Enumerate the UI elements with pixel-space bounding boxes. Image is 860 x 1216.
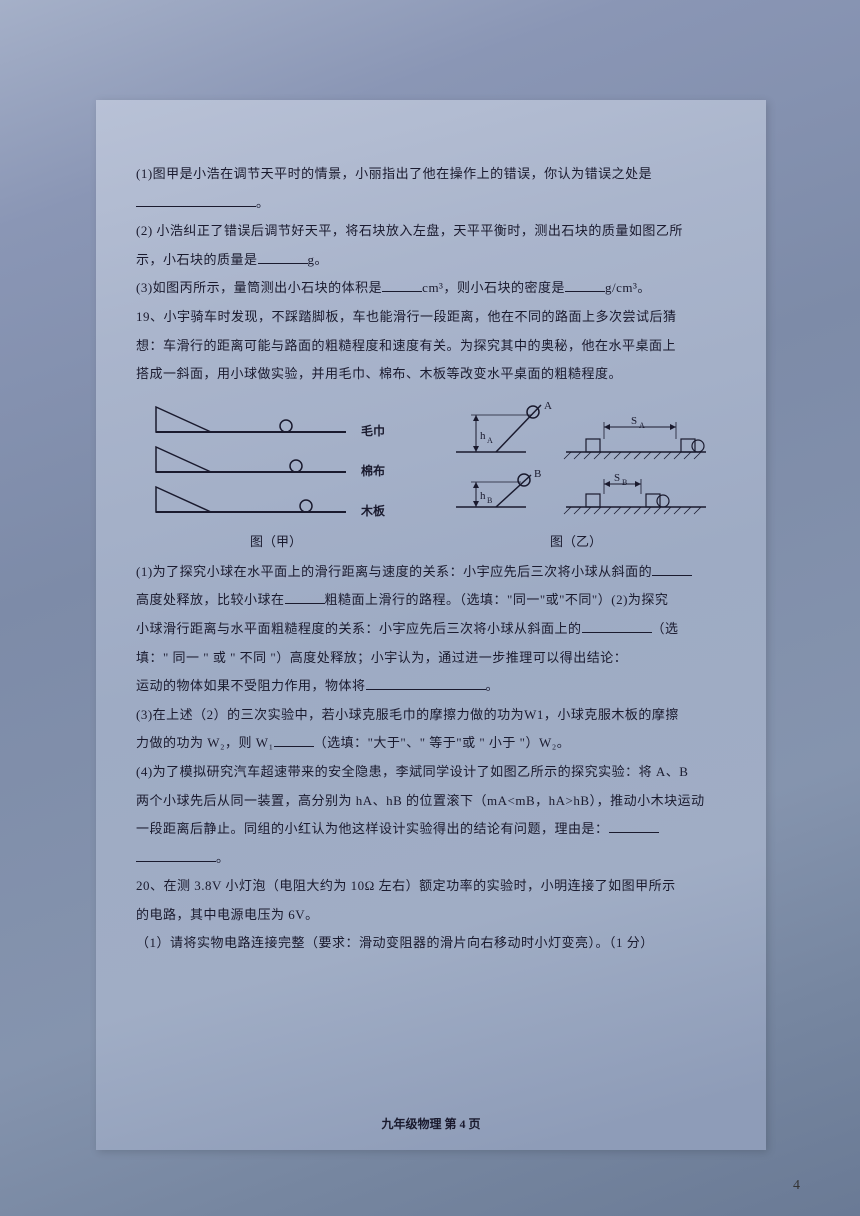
q20-b: 的电路，其中电源电压为 6V。	[136, 901, 726, 930]
svg-text:B: B	[534, 468, 541, 480]
page-footer: 九年级物理 第 4 页	[96, 1115, 766, 1132]
caption-yi: 图（乙）	[436, 531, 716, 550]
p1-a: (1)为了探究小球在水平面上的滑行距离与速度的关系：小宇应先后三次将小球从斜面的	[136, 558, 726, 587]
p4-c: 一段距离后静止。同组的小红认为他这样设计实验得出的结论有问题，理由是：	[136, 815, 726, 844]
text-post: 粗糙面上滑行的路程。（选填："同一"或"不同"）(2)为探究	[325, 592, 669, 607]
q1-part2b: 示，小石块的质量是 g。	[136, 246, 726, 275]
p4-blankline: 。	[136, 844, 726, 873]
blank-field	[274, 733, 314, 747]
page-container: (1)图甲是小浩在调节天平时的情景，小丽指出了他在操作上的错误，你认为错误之处是…	[0, 0, 860, 1216]
svg-text:B: B	[487, 496, 492, 505]
p3-a: (3)在上述（2）的三次实验中，若小球克服毛巾的摩擦力做的功为W1，小球克服木板…	[136, 701, 726, 730]
figure-yi: A h A	[436, 397, 716, 550]
svg-text:A: A	[639, 421, 645, 430]
blank-field	[366, 676, 486, 690]
q1-part2a: (2) 小浩纠正了错误后调节好天平，将石块放入左盘，天平平衡时，测出石块的质量如…	[136, 217, 726, 246]
q19-b: 想：车滑行的距离可能与路面的粗糙程度和速度有关。为探究其中的奥秘，他在水平桌面上	[136, 332, 726, 361]
svg-text:A: A	[544, 400, 552, 412]
svg-text:h: h	[480, 430, 486, 442]
diagram-yi-svg: A h A	[436, 397, 716, 527]
blank-field	[258, 250, 308, 264]
blank-field	[382, 278, 422, 292]
p4-a: (4)为了模拟研究汽车超速带来的安全隐患，李斌同学设计了如图乙所示的探究实验：将…	[136, 758, 726, 787]
svg-text:S: S	[631, 415, 637, 427]
text-post: g。	[308, 252, 329, 267]
text-post: （选填："大于"、" 等于"或 " 小于 "）W₂。	[314, 735, 571, 750]
text-post: g/cm³。	[605, 280, 651, 295]
q19-c: 搭成一斜面，用小球做实验，并用毛巾、棉布、木板等改变水平桌面的粗糙程度。	[136, 360, 726, 389]
text-pre: 示，小石块的质量是	[136, 252, 258, 267]
text-pre: 一段距离后静止。同组的小红认为他这样设计实验得出的结论有问题，理由是：	[136, 821, 609, 836]
q1-part3: (3)如图丙所示，量筒测出小石块的体积是 cm³，则小石块的密度是 g/cm³。	[136, 274, 726, 303]
q1-part1: (1)图甲是小浩在调节天平时的情景，小丽指出了他在操作上的错误，你认为错误之处是	[136, 160, 726, 189]
period: 。	[256, 195, 270, 210]
blank-field	[136, 193, 256, 207]
figures-row: 毛巾 棉布 木板 图（甲）	[136, 397, 726, 550]
blank-field	[565, 278, 605, 292]
p3-b: 力做的功为 W₂，则 W₁ （选填："大于"、" 等于"或 " 小于 "）W₂。	[136, 729, 726, 758]
svg-text:A: A	[487, 436, 493, 445]
svg-text:h: h	[480, 490, 486, 502]
period: 。	[216, 850, 230, 865]
label-mianbu: 棉布	[361, 463, 385, 478]
p1-b: 高度处释放，比较小球在 粗糙面上滑行的路程。（选填："同一"或"不同"）(2)为探…	[136, 586, 726, 615]
text-pre: 运动的物体如果不受阻力作用，物体将	[136, 678, 366, 693]
q20-c: （1）请将实物电路连接完整（要求：滑动变阻器的滑片向右移动时小灯变亮）。（1 分…	[136, 929, 726, 958]
label-muban: 木板	[360, 503, 386, 518]
p2-b: 填：" 同一 " 或 " 不同 "）高度处释放；小宇认为，通过进一步推理可以得出…	[136, 644, 726, 673]
q20-a: 20、在测 3.8V 小灯泡（电阻大约为 10Ω 左右）额定功率的实验时，小明连…	[136, 872, 726, 901]
p4-b: 两个小球先后从同一装置，高分别为 hA、hB 的位置滚下（mA<mB，hA>hB…	[136, 787, 726, 816]
label-maojin: 毛巾	[361, 423, 385, 438]
q19-a: 19、小宇骑车时发现，不踩踏脚板，车也能滑行一段距离，他在不同的路面上多次尝试后…	[136, 303, 726, 332]
blank-field	[582, 619, 652, 633]
blank-field	[652, 562, 692, 576]
text-pre: 高度处释放，比较小球在	[136, 592, 285, 607]
text-post: 。	[486, 678, 500, 693]
text-pre: 力做的功为 W₂，则 W₁	[136, 735, 274, 750]
text-post: （选	[652, 621, 679, 636]
text-mid: cm³，则小石块的密度是	[422, 280, 565, 295]
figure-jia: 毛巾 棉布 木板 图（甲）	[146, 397, 406, 550]
q1-blank-line: 。	[136, 189, 726, 218]
blank-field	[285, 590, 325, 604]
svg-text:B: B	[622, 478, 627, 487]
text-pre: (3)如图丙所示，量筒测出小石块的体积是	[136, 280, 382, 295]
p2-c: 运动的物体如果不受阻力作用，物体将 。	[136, 672, 726, 701]
paper-sheet: (1)图甲是小浩在调节天平时的情景，小丽指出了他在操作上的错误，你认为错误之处是…	[96, 100, 766, 1150]
blank-field	[609, 819, 659, 833]
diagram-jia-svg: 毛巾 棉布 木板	[146, 397, 406, 527]
page-number: 4	[793, 1178, 800, 1194]
text: 小球滑行距离与水平面粗糙程度的关系：小宇应先后三次将小球从斜面上的	[136, 621, 582, 636]
blank-field	[136, 848, 216, 862]
svg-text:S: S	[614, 472, 620, 484]
p2-a: 小球滑行距离与水平面粗糙程度的关系：小宇应先后三次将小球从斜面上的 （选	[136, 615, 726, 644]
caption-jia: 图（甲）	[146, 531, 406, 550]
text: (1)为了探究小球在水平面上的滑行距离与速度的关系：小宇应先后三次将小球从斜面的	[136, 564, 652, 579]
